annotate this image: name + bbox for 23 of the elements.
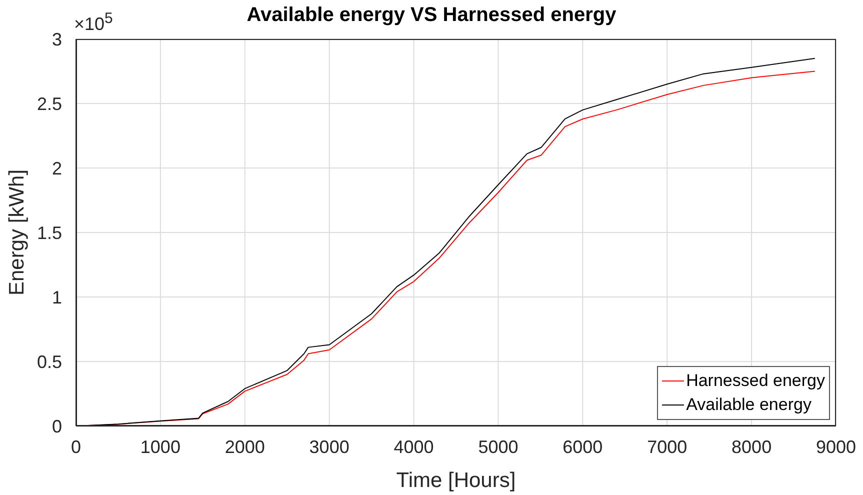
x-tick-label: 6000 bbox=[562, 436, 603, 457]
y-tick-label: 2 bbox=[52, 158, 62, 178]
x-tick-label: 2000 bbox=[224, 436, 265, 457]
x-axis-title: Time [Hours] bbox=[396, 469, 516, 492]
y-tick-label: 0.5 bbox=[36, 352, 62, 372]
legend-label: Available energy bbox=[686, 394, 812, 416]
legend-label: Harnessed energy bbox=[686, 370, 825, 392]
text: ×10$^{5}$ bbox=[74, 10, 113, 35]
y-tick-label: 0 bbox=[52, 416, 62, 436]
x-tick-label: 8000 bbox=[732, 436, 772, 457]
y-tick-label: 1 bbox=[52, 287, 62, 308]
y-axis-title: Energy [kWh] bbox=[5, 169, 28, 296]
x-tick-label: 3000 bbox=[309, 436, 350, 457]
x-tick-label: 1000 bbox=[140, 436, 180, 457]
chart-title: Available energy VS Harnessed energy bbox=[246, 4, 616, 26]
y-tick-label: 2.5 bbox=[36, 94, 62, 114]
x-tick-label: 0 bbox=[70, 436, 82, 457]
x-tick-label: 4000 bbox=[394, 436, 434, 457]
x-tick-label: 7000 bbox=[647, 436, 688, 457]
x-tick-label: 5000 bbox=[478, 436, 518, 457]
x-tick-label: 9000 bbox=[816, 436, 856, 457]
y-tick-label: 1.5 bbox=[36, 222, 62, 243]
y-tick-label: 3 bbox=[52, 29, 62, 50]
